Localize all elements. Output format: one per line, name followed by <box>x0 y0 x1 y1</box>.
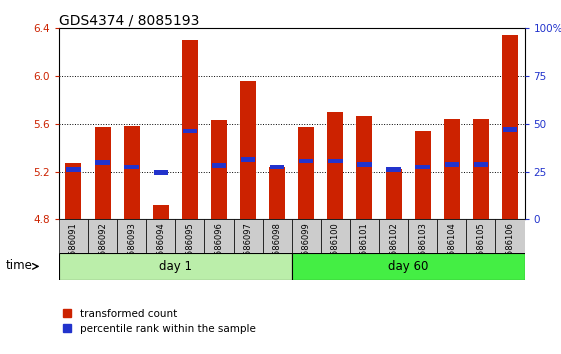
Bar <box>466 219 495 253</box>
Bar <box>95 160 110 165</box>
Bar <box>269 167 285 219</box>
Text: GSM586100: GSM586100 <box>331 222 340 273</box>
Bar <box>356 115 373 219</box>
Bar <box>408 219 437 253</box>
Text: GSM586105: GSM586105 <box>476 222 485 273</box>
Text: GSM586101: GSM586101 <box>360 222 369 273</box>
Bar <box>416 165 430 169</box>
Bar <box>437 219 466 253</box>
Text: GSM586103: GSM586103 <box>418 222 427 273</box>
Bar <box>59 219 88 253</box>
Bar <box>379 219 408 253</box>
Text: GSM586094: GSM586094 <box>157 222 165 273</box>
Bar <box>125 165 139 169</box>
Bar <box>240 81 256 219</box>
Text: GSM586104: GSM586104 <box>447 222 456 273</box>
Bar <box>204 219 233 253</box>
Bar <box>350 219 379 253</box>
Bar <box>123 126 140 219</box>
Bar <box>66 163 81 219</box>
Bar <box>502 35 518 219</box>
Legend: transformed count, percentile rank within the sample: transformed count, percentile rank withi… <box>59 304 260 338</box>
Bar <box>495 219 525 253</box>
Text: GSM586097: GSM586097 <box>243 222 252 273</box>
Text: GSM586092: GSM586092 <box>98 222 107 273</box>
Bar <box>59 253 292 280</box>
Bar <box>182 40 198 219</box>
Bar <box>95 127 111 219</box>
Text: GSM586102: GSM586102 <box>389 222 398 273</box>
Bar <box>292 219 321 253</box>
Bar <box>328 112 343 219</box>
Bar <box>298 127 314 219</box>
Text: day 1: day 1 <box>159 260 192 273</box>
Bar <box>263 219 292 253</box>
Bar <box>292 253 525 280</box>
Bar <box>328 159 343 163</box>
Text: GSM586099: GSM586099 <box>302 222 311 273</box>
Bar <box>270 165 284 169</box>
Text: GSM586093: GSM586093 <box>127 222 136 273</box>
Bar <box>211 120 227 219</box>
Bar <box>175 219 204 253</box>
Bar <box>211 163 226 168</box>
Bar <box>473 119 489 219</box>
Bar <box>183 129 197 133</box>
Text: GSM586096: GSM586096 <box>214 222 223 273</box>
Bar <box>357 162 372 167</box>
Bar <box>66 167 81 172</box>
Text: GSM586106: GSM586106 <box>505 222 514 273</box>
Bar <box>321 219 350 253</box>
Text: day 60: day 60 <box>388 260 428 273</box>
Bar <box>444 162 459 167</box>
Bar <box>241 158 255 162</box>
Text: GSM586091: GSM586091 <box>69 222 78 273</box>
Text: GDS4374 / 8085193: GDS4374 / 8085193 <box>59 13 199 27</box>
Bar <box>299 159 314 163</box>
Bar <box>387 167 401 172</box>
Bar <box>146 219 175 253</box>
Bar <box>154 171 168 175</box>
Bar <box>385 169 402 219</box>
Bar <box>444 119 460 219</box>
Bar <box>415 131 431 219</box>
Text: GSM586095: GSM586095 <box>185 222 194 273</box>
Text: GSM586098: GSM586098 <box>273 222 282 273</box>
Bar <box>117 219 146 253</box>
Bar <box>473 162 488 167</box>
Bar <box>88 219 117 253</box>
Bar <box>233 219 263 253</box>
Text: time: time <box>6 258 33 272</box>
Bar <box>503 127 517 132</box>
Bar <box>153 205 169 219</box>
